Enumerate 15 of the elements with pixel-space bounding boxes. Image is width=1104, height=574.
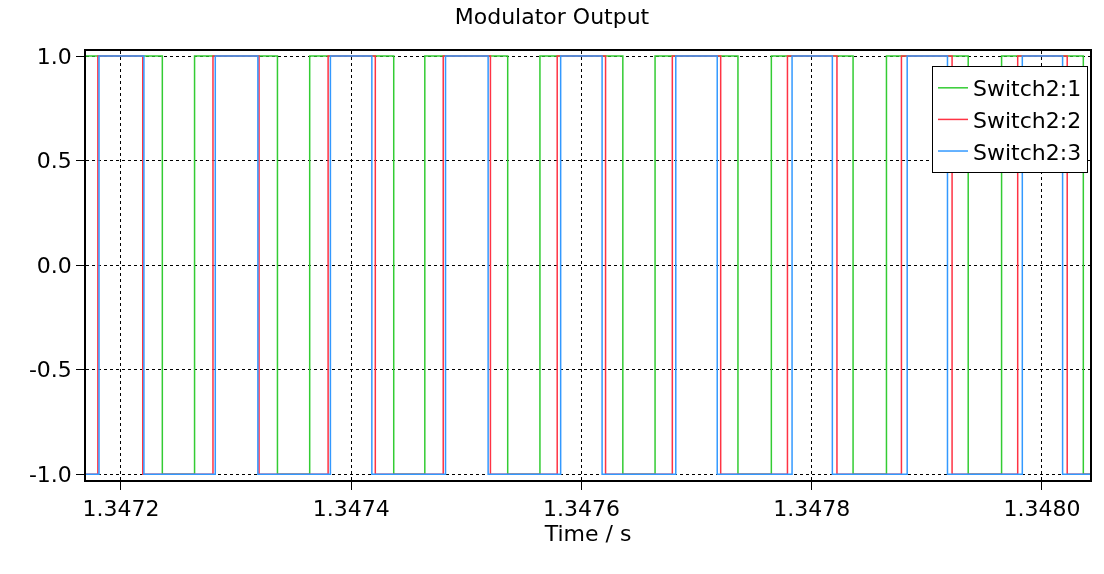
x-tick-label: 1.3476	[542, 496, 620, 522]
x-tick-label: 1.3480	[1003, 496, 1081, 522]
x-tick-label: 1.3478	[773, 496, 851, 522]
y-tick-label: -0.5	[28, 357, 72, 383]
x-tick-label: 1.3474	[312, 496, 390, 522]
chart-title: Modulator Output	[454, 4, 650, 30]
legend-label: Switch2:1	[972, 76, 1082, 102]
legend-label: Switch2:3	[972, 139, 1082, 165]
x-tick-label: 1.3472	[82, 496, 160, 522]
legend-label: Switch2:2	[972, 108, 1082, 133]
y-tick-label: 0.5	[36, 148, 72, 174]
x-axis-title: Time / s	[543, 521, 632, 547]
y-tick-label: 1.0	[36, 43, 72, 69]
y-tick-label: -1.0	[28, 462, 72, 488]
y-tick-label: 0.0	[36, 252, 72, 278]
